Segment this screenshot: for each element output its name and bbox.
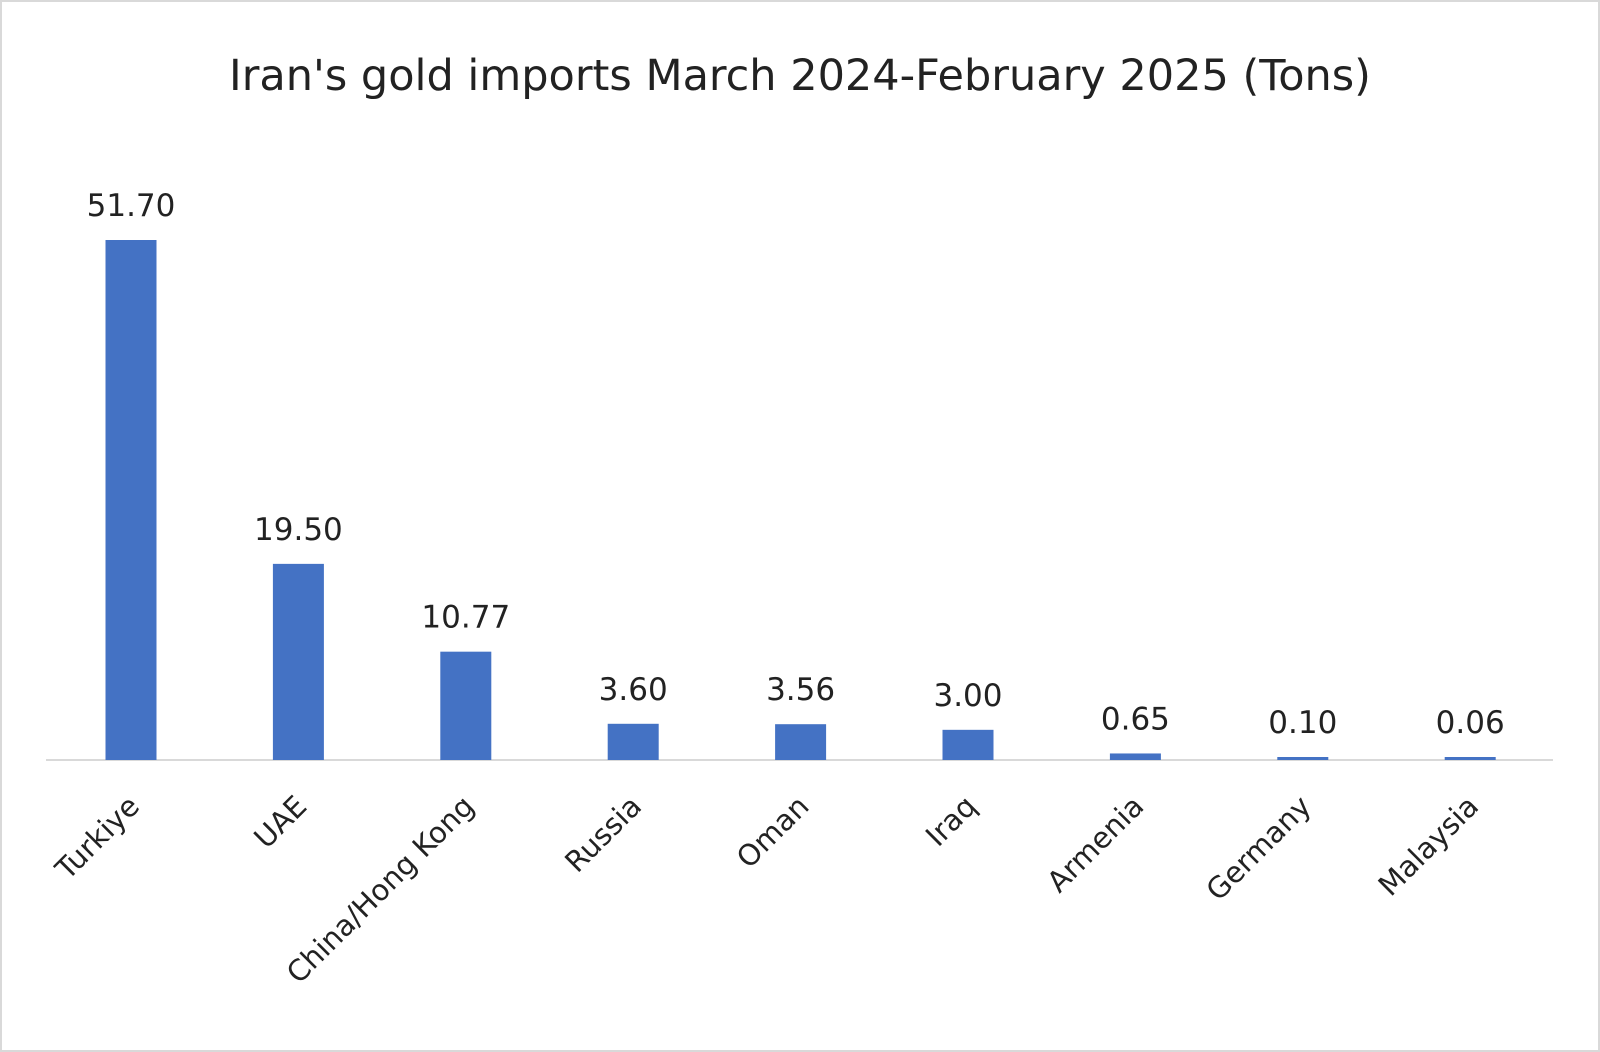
category-label: Armenia: [1040, 789, 1150, 899]
chart-title: Iran's gold imports March 2024-February …: [229, 51, 1371, 101]
bar-uae: [272, 563, 324, 760]
category-label: China/Hong Kong: [280, 789, 481, 990]
category-label: Germany: [1199, 789, 1317, 907]
category-label: Russia: [558, 789, 648, 879]
category-label: Oman: [730, 789, 816, 875]
bar-turkiye: [105, 240, 157, 760]
category-label: Iraq: [919, 789, 983, 853]
bar-iraq: [942, 729, 994, 760]
bar-armenia: [1109, 753, 1161, 760]
bar-oman: [775, 724, 827, 760]
data-label: 51.70: [87, 188, 176, 224]
data-label: 0.65: [1101, 701, 1170, 737]
data-label: 3.00: [933, 678, 1002, 714]
bar-malaysia: [1444, 757, 1496, 760]
category-label: Malaysia: [1371, 789, 1485, 903]
category-label: Turkiye: [48, 789, 146, 887]
data-label: 0.10: [1268, 705, 1337, 741]
data-label: 3.56: [766, 672, 835, 708]
bar-russia: [607, 723, 659, 760]
data-label: 19.50: [254, 512, 343, 548]
data-label: 3.60: [599, 672, 668, 708]
bar-china-hong-kong: [440, 651, 492, 760]
category-label: UAE: [247, 789, 313, 855]
data-label: 10.77: [421, 600, 510, 636]
bar-germany: [1277, 757, 1329, 760]
data-label: 0.06: [1436, 705, 1505, 741]
